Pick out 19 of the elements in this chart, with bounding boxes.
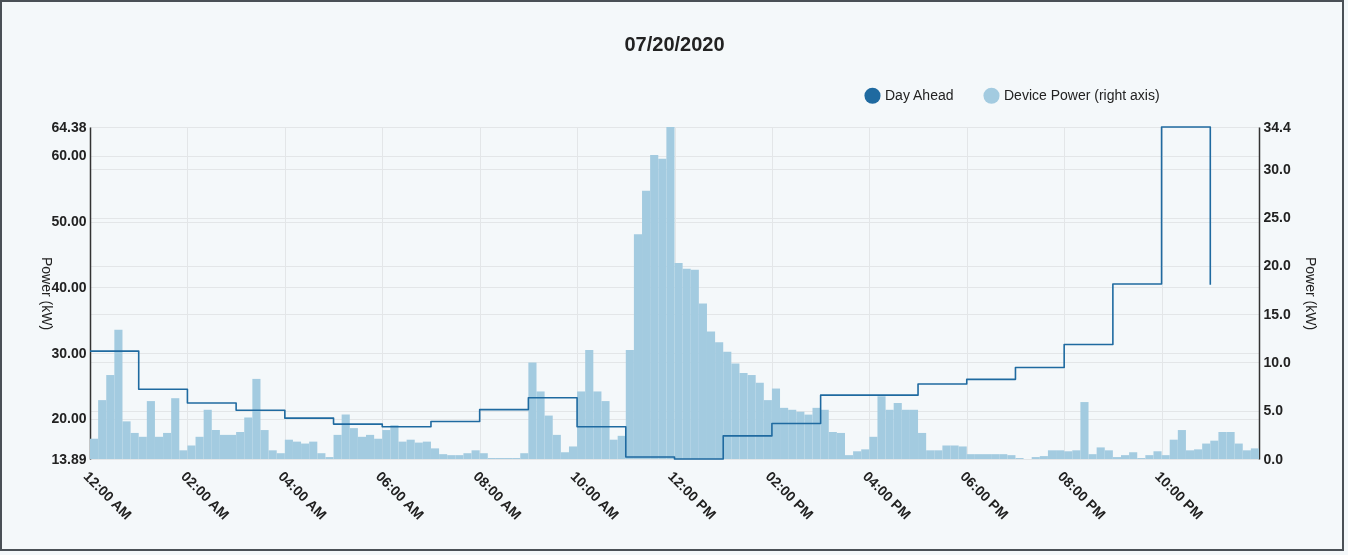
y2-tick-label: 0.0	[1263, 450, 1284, 467]
y2-tick-label: 15.0	[1263, 305, 1291, 322]
y-tick-label: 13.89	[51, 450, 87, 467]
y2-tick-label: 10.0	[1263, 353, 1291, 370]
y2-tick-label: 25.0	[1263, 209, 1291, 226]
y-tick-label: 50.00	[51, 213, 87, 230]
legend-label: Device Power (right axis)	[1004, 86, 1160, 103]
y-tick-label: 60.00	[51, 147, 87, 164]
y-tick-label: 64.38	[51, 118, 87, 135]
y-tick-label: 20.00	[51, 410, 87, 427]
y2-tick-label: 5.0	[1263, 402, 1284, 419]
y2-tick-label: 34.4	[1263, 118, 1291, 135]
y2-tick-label: 30.0	[1263, 160, 1291, 177]
y2-axis-title: Power (kW)	[1302, 256, 1319, 331]
chart-title: 07/20/2020	[624, 33, 725, 55]
y-tick-label: 30.00	[51, 344, 87, 361]
y-tick-label: 40.00	[51, 278, 87, 295]
y2-tick-label: 20.0	[1263, 257, 1291, 274]
legend-label: Day Ahead	[885, 86, 954, 103]
